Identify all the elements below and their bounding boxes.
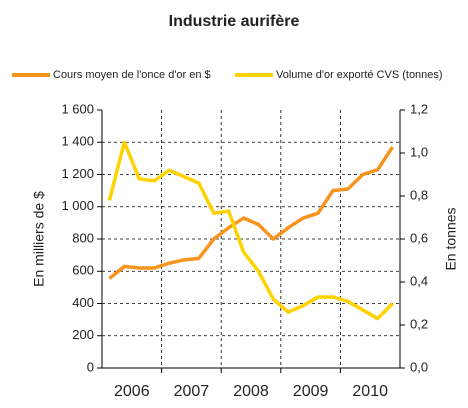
x-tick-label: 2010 bbox=[352, 383, 388, 400]
y-tick-label: 600 bbox=[72, 263, 94, 278]
legend-label: Volume d'or exporté CVS (tonnes) bbox=[276, 69, 443, 81]
series-line bbox=[108, 146, 395, 280]
y2-tick-label: 0,0 bbox=[410, 359, 428, 374]
y-tick-label: 1 600 bbox=[61, 101, 94, 116]
chart-title: Industrie aurifère bbox=[169, 13, 300, 30]
y-tick-label: 1 400 bbox=[61, 134, 94, 149]
y2-tick-label: 0,8 bbox=[410, 187, 428, 202]
x-tick-label: 2006 bbox=[114, 383, 150, 400]
y2-tick-label: 0,4 bbox=[410, 273, 428, 288]
y-tick-label: 1 200 bbox=[61, 166, 94, 181]
x-tick-label: 2008 bbox=[233, 383, 269, 400]
y-axis-title: En milliers de $ bbox=[31, 191, 47, 287]
y-tick-label: 200 bbox=[72, 327, 94, 342]
y2-tick-label: 1,0 bbox=[410, 144, 428, 159]
y2-axis-title: En tonnes bbox=[443, 207, 459, 270]
y-tick-label: 800 bbox=[72, 230, 94, 245]
series-line bbox=[107, 140, 394, 321]
x-tick-label: 2009 bbox=[293, 383, 329, 400]
legend-label: Cours moyen de l'once d'or en $ bbox=[53, 69, 211, 81]
y2-tick-label: 1,2 bbox=[410, 101, 428, 116]
y2-tick-label: 0,2 bbox=[410, 316, 428, 331]
x-tick-label: 2007 bbox=[174, 383, 210, 400]
y-tick-label: 1 000 bbox=[61, 198, 94, 213]
y-tick-label: 0 bbox=[87, 359, 94, 374]
y2-tick-label: 0,6 bbox=[410, 230, 428, 245]
y-tick-label: 400 bbox=[72, 295, 94, 310]
